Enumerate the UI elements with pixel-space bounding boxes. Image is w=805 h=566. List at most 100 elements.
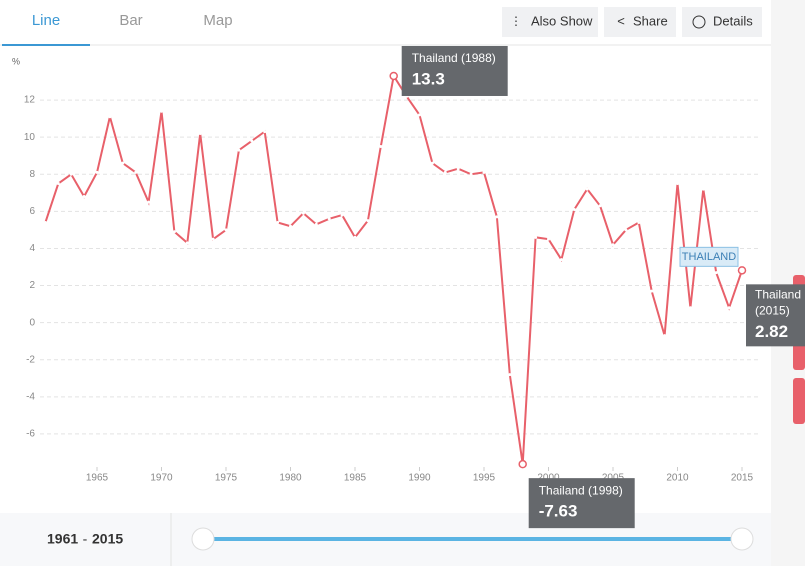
data-point bbox=[43, 220, 47, 224]
slider-handle[interactable] bbox=[730, 527, 754, 551]
x-tick-label: 2010 bbox=[666, 473, 689, 484]
y-tick-label: -6 bbox=[26, 429, 35, 440]
data-point bbox=[95, 170, 99, 174]
button-label: Also Show bbox=[531, 13, 593, 28]
data-point bbox=[250, 139, 254, 143]
series-label: THAILAND bbox=[682, 251, 736, 263]
plot: -6 -4 -2 0 2 4 6 8 10 12 1965 1970 1975 1980 1985 1990 1… bbox=[24, 71, 760, 484]
highlight-point bbox=[389, 71, 398, 81]
y-tick-label: 4 bbox=[29, 243, 35, 254]
tab[interactable]: Bar bbox=[119, 12, 142, 29]
data-point bbox=[547, 237, 550, 241]
icon: < bbox=[617, 13, 625, 28]
data-point bbox=[534, 235, 538, 239]
button[interactable] bbox=[604, 7, 676, 37]
data-point bbox=[172, 230, 176, 234]
tab[interactable]: Line bbox=[32, 12, 60, 29]
data-point bbox=[340, 213, 344, 217]
data-point bbox=[237, 148, 241, 152]
data-point bbox=[650, 289, 654, 293]
tooltip-title: Thailand (1998) bbox=[539, 483, 623, 497]
tooltip-value: 2.82 bbox=[755, 322, 788, 341]
y-tick-label: -4 bbox=[26, 391, 35, 402]
highlight-point bbox=[737, 266, 747, 275]
data-point bbox=[508, 373, 512, 377]
tooltip-title: Thailand bbox=[755, 288, 801, 302]
tab[interactable]: Map bbox=[203, 12, 232, 29]
highlight-point bbox=[518, 459, 527, 469]
tooltip-value: 13.3 bbox=[412, 69, 445, 88]
tooltip-value: -7.63 bbox=[539, 502, 578, 521]
y-tick-label: 0 bbox=[29, 317, 35, 328]
data-point bbox=[211, 237, 215, 241]
data-point bbox=[379, 144, 383, 148]
data-point bbox=[276, 220, 280, 224]
data-point bbox=[314, 222, 318, 226]
button[interactable] bbox=[682, 7, 762, 37]
data-point bbox=[727, 306, 731, 310]
y-tick-label: 12 bbox=[24, 95, 36, 106]
tooltip bbox=[528, 478, 635, 529]
data-point bbox=[185, 241, 189, 245]
tooltip bbox=[401, 45, 508, 96]
data-point bbox=[108, 115, 112, 119]
data-point bbox=[301, 211, 305, 215]
data-point bbox=[559, 258, 563, 262]
data-point bbox=[160, 109, 163, 113]
data-point bbox=[585, 187, 589, 191]
x-tick-label: 1980 bbox=[279, 473, 302, 484]
tooltip-title: (2015) bbox=[755, 304, 790, 318]
series-label-box bbox=[679, 246, 739, 267]
data-point bbox=[495, 215, 499, 219]
data-point bbox=[688, 306, 692, 310]
y-axis-label: % bbox=[12, 56, 20, 66]
range-separator: - bbox=[83, 531, 88, 547]
data-point bbox=[714, 271, 718, 275]
data-point bbox=[224, 228, 228, 232]
data-point bbox=[469, 172, 473, 176]
data-point bbox=[147, 200, 151, 204]
data-point bbox=[701, 187, 705, 191]
data-point bbox=[69, 172, 73, 176]
x-tick-label: 1965 bbox=[86, 473, 109, 484]
range-start: 1961 bbox=[47, 531, 78, 547]
y-tick-label: 6 bbox=[29, 206, 35, 217]
tooltip bbox=[746, 284, 805, 347]
data-point bbox=[134, 170, 138, 174]
slider-handle[interactable] bbox=[191, 527, 215, 551]
icon bbox=[692, 15, 706, 29]
data-point bbox=[366, 219, 370, 223]
data-point bbox=[289, 224, 292, 228]
y-tick-label: 2 bbox=[29, 280, 35, 291]
data-point bbox=[430, 161, 434, 165]
x-tick-label: 1975 bbox=[215, 473, 238, 484]
data-point bbox=[263, 130, 267, 134]
data-point bbox=[121, 161, 125, 165]
data-point bbox=[663, 334, 667, 338]
data-point bbox=[611, 243, 615, 247]
tooltip-title: Thailand (1988) bbox=[412, 51, 496, 65]
data-point bbox=[353, 235, 357, 239]
button[interactable] bbox=[502, 7, 598, 37]
y-tick-label: -2 bbox=[26, 354, 35, 365]
y-tick-label: 10 bbox=[24, 132, 36, 143]
data-point bbox=[418, 113, 421, 117]
range-end: 2015 bbox=[92, 531, 123, 547]
icon: ⋮ bbox=[510, 14, 522, 28]
data-point bbox=[327, 217, 331, 221]
data-point bbox=[82, 195, 86, 199]
x-tick-label: 1985 bbox=[344, 473, 367, 484]
data-point bbox=[676, 182, 679, 186]
button-label: Share bbox=[633, 13, 668, 28]
data-point bbox=[198, 131, 202, 135]
x-tick-label: 1995 bbox=[473, 473, 496, 484]
button-label: Details bbox=[713, 13, 753, 28]
y-tick-label: 8 bbox=[29, 169, 35, 180]
data-point bbox=[443, 170, 447, 174]
data-point bbox=[598, 204, 602, 208]
side-tab[interactable] bbox=[793, 378, 805, 424]
data-point bbox=[456, 167, 460, 171]
data-point bbox=[56, 182, 60, 186]
